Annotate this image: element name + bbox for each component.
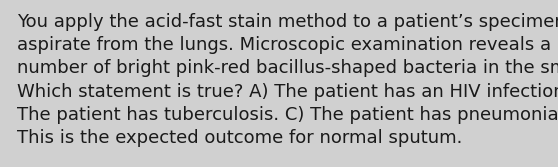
- Text: aspirate from the lungs. Microscopic examination reveals a large: aspirate from the lungs. Microscopic exa…: [17, 36, 558, 54]
- Text: You apply the acid-fast stain method to a patient’s specimen, an: You apply the acid-fast stain method to …: [17, 13, 558, 31]
- Text: The patient has tuberculosis. C) The patient has pneumonia. D): The patient has tuberculosis. C) The pat…: [17, 106, 558, 124]
- Text: This is the expected outcome for normal sputum.: This is the expected outcome for normal …: [17, 129, 463, 147]
- Text: number of bright pink-red bacillus-shaped bacteria in the smear.: number of bright pink-red bacillus-shape…: [17, 59, 558, 77]
- Text: Which statement is true? A) The patient has an HIV infection. B): Which statement is true? A) The patient …: [17, 83, 558, 101]
